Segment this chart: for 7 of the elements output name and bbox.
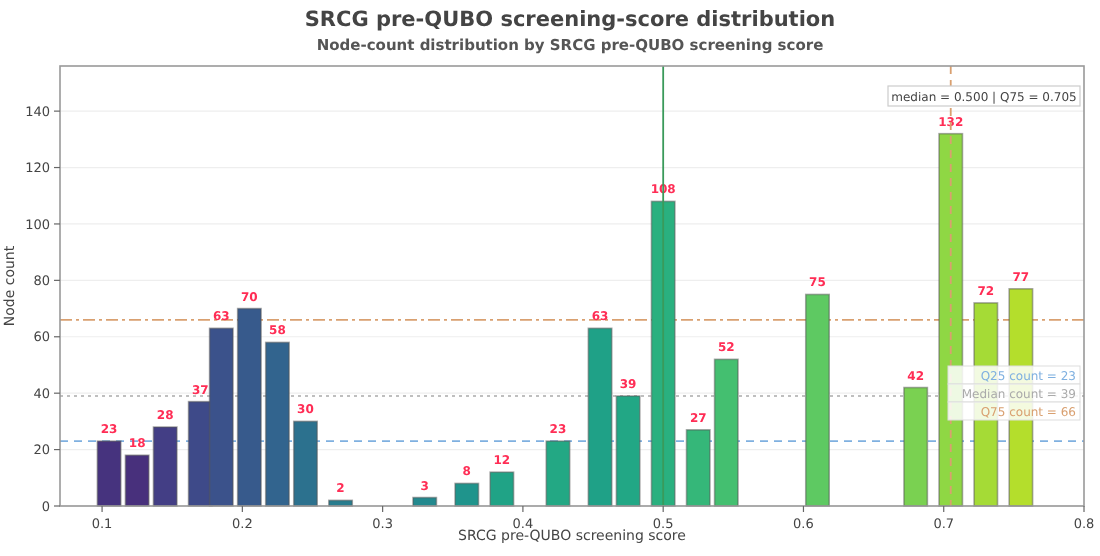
bar [545, 440, 571, 507]
bar [903, 386, 929, 507]
bar [650, 200, 676, 507]
chart-title: SRCG pre-QUBO screening-score distribution [304, 8, 836, 32]
bar [804, 293, 830, 507]
bar [489, 471, 515, 507]
bar [454, 482, 480, 507]
